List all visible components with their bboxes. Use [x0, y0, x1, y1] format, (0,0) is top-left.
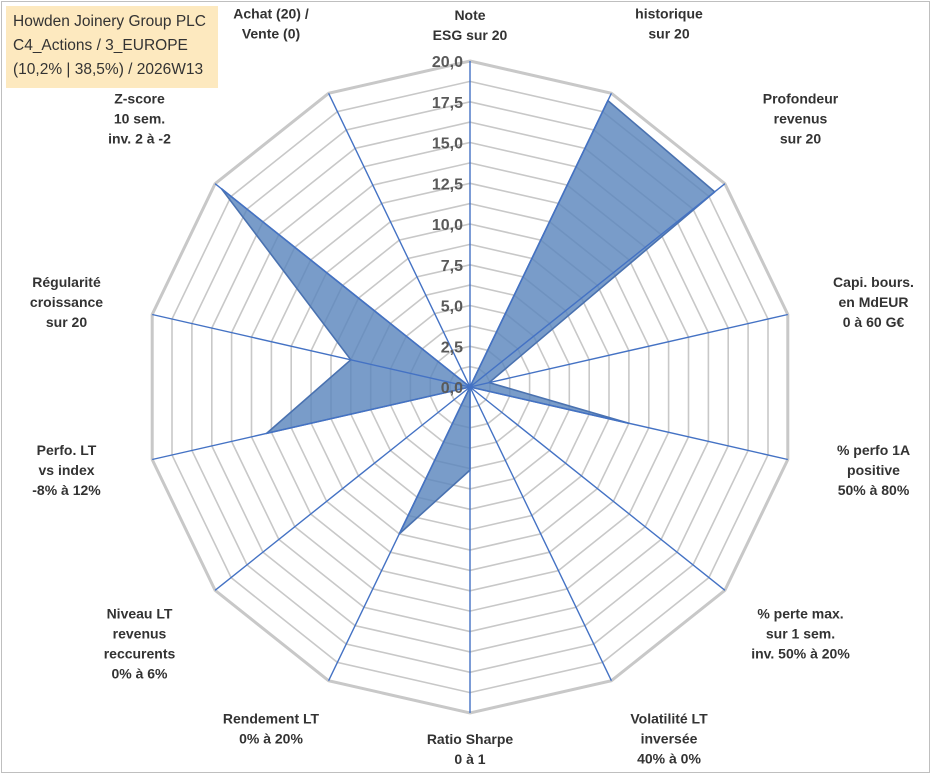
axis-spoke	[327, 386, 471, 682]
radar-spokes	[152, 61, 788, 713]
info-category: C4_Actions / 3_EUROPE	[13, 37, 188, 54]
tick-label: 2,5	[441, 339, 463, 356]
axis-label: % perfo 1A positive 50% à 80%	[837, 442, 910, 498]
tick-label: 7,5	[441, 258, 463, 275]
axis-label: Capi. bours. en MdEUR 0 à 60 G€	[833, 274, 914, 330]
tick-label: 17,5	[432, 95, 463, 112]
axis-spoke	[469, 92, 613, 388]
axis-spoke	[214, 183, 471, 388]
tick-label: 10,0	[432, 217, 463, 234]
axis-label: Note ESG sur 20	[433, 7, 508, 43]
radar-tick-labels: 0,0 2,5 5,0 7,5 10,0 12,5 15,0 17,5 20,0	[432, 54, 463, 397]
radar-series	[220, 99, 716, 535]
axis-label: MomentumAchat (20) /Vente (0)	[233, 0, 309, 41]
axis-label: Niveau LT revenus reccurents 0% à 6%	[104, 606, 176, 682]
axis-spoke	[469, 386, 726, 591]
axis-label: Perfo. LT vs index -8% à 12%	[32, 442, 101, 498]
axis-label: Volatilité LT inversée 40% à 0%	[630, 711, 708, 767]
info-stats: (10,2% | 38,5%) / 2026W13	[13, 61, 204, 78]
axis-spoke	[469, 313, 788, 388]
axis-label: Rendement LT 0% à 20%	[223, 711, 320, 747]
axis-spoke	[214, 386, 471, 591]
tick-label: 12,5	[432, 176, 463, 193]
axis-spoke	[469, 386, 613, 682]
info-box: Howden Joinery Group PLC C4_Actions / 3_…	[6, 6, 218, 88]
axis-label: Régularité croissance sur 20	[30, 274, 103, 330]
tick-label: 0,0	[441, 380, 463, 397]
tick-label: 20,0	[432, 54, 463, 71]
axis-spoke	[152, 313, 471, 388]
axis-spoke	[327, 92, 471, 388]
axis-label: Ratio Sharpe 0 à 1	[427, 731, 514, 767]
series-area	[220, 99, 716, 535]
axis-label: Z-score 10 sem. inv. 2 à -2	[108, 90, 171, 146]
axis-label: % perte max. sur 1 sem. inv. 50% à 20%	[751, 606, 850, 662]
axis-label: Profondeur revenus sur 20	[763, 90, 839, 146]
tick-label: 15,0	[432, 136, 463, 153]
axis-spoke	[469, 183, 726, 388]
info-company: Howden Joinery Group PLC	[13, 13, 206, 30]
axis-spoke	[469, 386, 788, 461]
axis-label: Profondeurhistoriquesur 20	[631, 0, 707, 41]
axis-spoke	[152, 386, 471, 461]
tick-label: 5,0	[441, 299, 463, 316]
